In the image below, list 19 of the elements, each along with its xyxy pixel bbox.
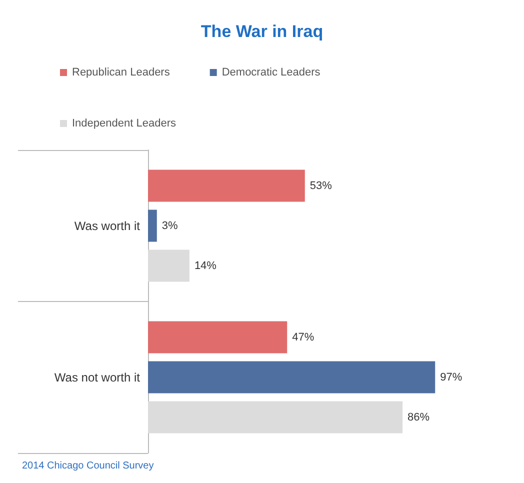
y-tick-label: Was not worth it [54,370,141,384]
legend-label: Independent Leaders [72,118,176,130]
bar [148,361,436,394]
bar [148,210,157,242]
legend-label: Republican Leaders [72,66,170,78]
data-label: 14% [194,260,217,272]
y-tick-label: Was worth it [74,218,141,233]
bar [148,250,190,282]
bar [148,321,288,354]
bar [148,401,403,434]
data-label: 47% [292,331,314,344]
chart-title: The War in Iraq [200,22,324,41]
data-label: 3% [162,220,178,232]
data-label: 53% [310,180,332,192]
bar [148,170,305,202]
data-label: 86% [408,411,430,424]
data-label: 97% [440,371,462,384]
legend-label: Democratic Leaders [222,66,321,78]
text: 2014 Chicago Council Survey [22,460,154,472]
